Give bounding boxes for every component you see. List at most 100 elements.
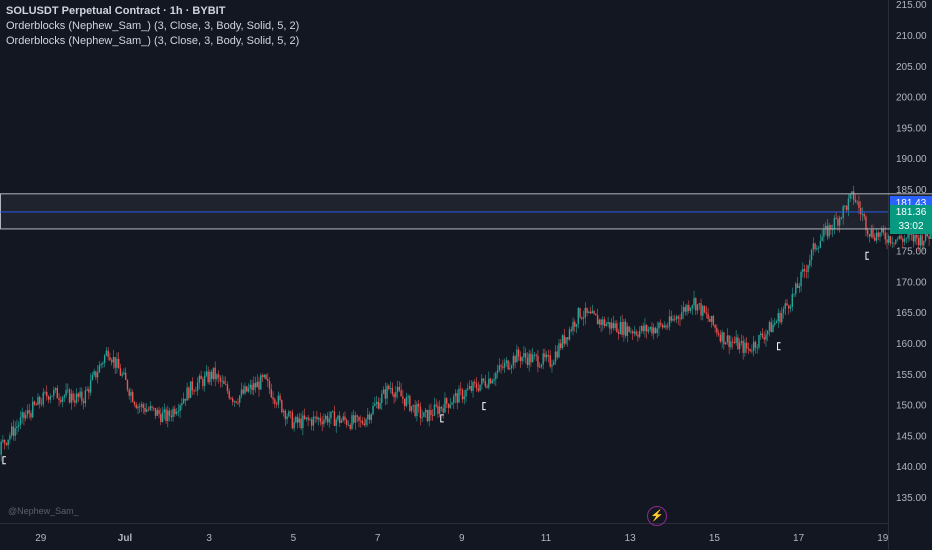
candle-body — [23, 412, 25, 419]
candle-body — [702, 306, 704, 316]
candle-body — [224, 383, 227, 385]
candle-body — [561, 335, 564, 348]
candle-body — [881, 228, 883, 233]
candle-body — [188, 387, 190, 399]
candle-body — [838, 217, 841, 226]
candle-body — [556, 351, 558, 358]
candle-body — [403, 398, 406, 407]
candle-body — [482, 378, 485, 382]
candle-body — [761, 333, 764, 338]
candle-body — [388, 385, 390, 389]
candle-body — [237, 402, 239, 404]
candle-body — [521, 357, 523, 362]
candle-body — [916, 234, 918, 239]
indicator-label-1[interactable]: Orderblocks (Nephew_Sam_) (3, Close, 3, … — [6, 20, 300, 32]
candle-body — [863, 214, 865, 217]
candle-body — [544, 353, 546, 358]
candle-body — [721, 332, 723, 342]
candle-body — [244, 386, 246, 394]
candle-body — [54, 388, 57, 391]
y-tick-label: 205.00 — [896, 62, 927, 73]
candle-body — [363, 423, 365, 426]
candle-body — [44, 392, 46, 393]
candle-body — [900, 235, 902, 239]
candle-body — [796, 283, 799, 288]
candle-body — [886, 239, 888, 243]
candle-body — [256, 381, 258, 388]
candle-body — [888, 236, 890, 243]
indicator-label-2[interactable]: Orderblocks (Nephew_Sam_) (3, Close, 3, … — [6, 35, 300, 47]
candle-body — [660, 322, 662, 325]
candle-body — [324, 415, 327, 420]
candle-body — [928, 236, 930, 239]
candle-body — [577, 308, 579, 325]
candle-body — [175, 411, 178, 415]
candle-body — [268, 381, 271, 390]
candle-body — [360, 420, 362, 422]
candle-body — [286, 416, 288, 420]
candle-body — [139, 406, 141, 408]
candle-body — [861, 214, 864, 215]
candle-body — [49, 396, 51, 400]
candle-body — [79, 391, 81, 397]
candle-body — [638, 330, 641, 337]
candle-body — [917, 238, 920, 246]
candle-body — [530, 353, 532, 363]
candle-body — [232, 398, 234, 402]
y-tick-label: 170.00 — [896, 277, 927, 288]
candle-body — [856, 201, 858, 203]
candle-body — [302, 415, 304, 429]
candle-body — [851, 191, 853, 195]
x-tick-label: 17 — [793, 533, 805, 544]
candle-body — [377, 401, 380, 409]
candle-body — [67, 389, 69, 391]
candle-body — [535, 354, 537, 356]
candle-body — [914, 234, 916, 242]
x-tick-label: 13 — [625, 533, 637, 544]
candle-body — [14, 428, 16, 436]
candle-body — [272, 397, 274, 400]
candle-body — [46, 392, 48, 397]
x-tick-label: 9 — [459, 533, 465, 544]
candle-body — [249, 384, 251, 389]
candle-body — [688, 305, 690, 311]
candle-body — [339, 415, 341, 423]
candle-body — [32, 401, 34, 418]
candle-body — [624, 321, 627, 336]
candle-body — [435, 404, 437, 407]
x-tick-label: 7 — [375, 533, 381, 544]
candle-body — [553, 361, 555, 365]
candle-body — [554, 351, 557, 362]
candle-body — [381, 393, 383, 403]
candle-body — [374, 403, 376, 406]
candle-body — [323, 419, 325, 425]
candle-body — [868, 233, 871, 237]
candle-body — [389, 388, 392, 389]
y-tick-label: 215.00 — [896, 0, 927, 11]
candle-body — [668, 316, 671, 327]
candle-body — [882, 228, 885, 233]
candle-body — [426, 409, 429, 422]
candle-body — [910, 234, 913, 236]
candle-body — [879, 232, 881, 237]
candle-body — [21, 412, 23, 418]
candle-body — [144, 407, 146, 412]
candle-body — [132, 392, 134, 402]
candle-body — [528, 353, 530, 365]
candle-body — [463, 396, 465, 400]
candle-body — [586, 307, 588, 313]
candle-body — [375, 401, 378, 404]
lightning-icon[interactable]: ⚡ — [647, 506, 667, 526]
candle-body — [852, 191, 855, 200]
candle-body — [542, 353, 544, 365]
candle-body — [477, 388, 479, 391]
symbol-title[interactable]: SOLUSDT Perpetual Contract · 1h · BYBIT — [6, 5, 226, 17]
candle-body — [593, 311, 595, 314]
candle-body — [551, 364, 553, 367]
y-tick-label: 185.00 — [896, 185, 927, 196]
candle-body — [82, 401, 85, 404]
candle-body — [745, 342, 748, 349]
candle-body — [681, 312, 683, 320]
candle-body — [837, 218, 839, 226]
